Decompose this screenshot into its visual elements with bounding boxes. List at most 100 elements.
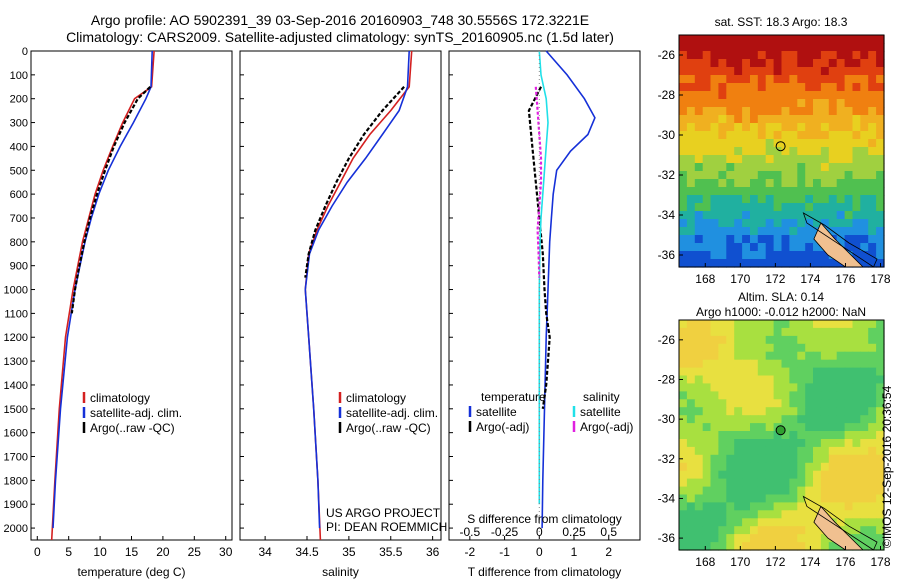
map-cell: [868, 478, 877, 488]
map-cell: [742, 51, 751, 60]
temperature-ytick-label: 1900: [4, 499, 28, 511]
map-cell: [734, 359, 743, 369]
map-cell: [742, 415, 751, 424]
map-cell: [828, 375, 838, 384]
map-cell: [773, 67, 783, 76]
map-cell: [868, 454, 877, 464]
sst_map-ytick-label: -32: [658, 168, 676, 182]
map-cell: [710, 415, 719, 424]
map-cell: [718, 359, 727, 369]
map-cell: [750, 99, 759, 108]
map-cell: [828, 171, 838, 180]
map-cell: [686, 35, 696, 44]
map-cell: [789, 51, 798, 60]
map-cell: [750, 542, 759, 551]
map-cell: [734, 147, 743, 156]
map-cell: [868, 219, 877, 228]
map-cell: [686, 470, 696, 480]
map-cell: [679, 131, 688, 140]
map-cell: [781, 107, 790, 116]
map-cell: [679, 526, 688, 535]
map-cell: [734, 179, 743, 188]
map-cell: [868, 327, 877, 337]
map-cell: [868, 187, 877, 196]
map-cell: [750, 35, 759, 44]
map-cell: [860, 115, 869, 124]
map-cell: [805, 367, 814, 377]
map-cell: [718, 75, 727, 84]
map-cell: [686, 171, 696, 180]
map-cell: [852, 43, 861, 52]
map-cell: [789, 534, 798, 543]
map-cell: [750, 59, 759, 68]
map-cell: [868, 35, 877, 44]
map-cell: [773, 243, 783, 252]
map-cell: [820, 478, 830, 488]
map-cell: [694, 203, 704, 212]
map-cell: [710, 227, 719, 236]
map-cell: [876, 478, 885, 488]
map-cell: [813, 383, 822, 392]
map-cell: [750, 147, 759, 156]
map-cell: [876, 415, 885, 424]
map-cell: [781, 219, 790, 228]
map-cell: [710, 187, 719, 196]
map-cell: [797, 259, 806, 268]
map-cell: [805, 163, 814, 172]
map-cell: [773, 83, 783, 92]
map-cell: [805, 494, 814, 503]
map-cell: [805, 446, 814, 456]
map-cell: [868, 431, 877, 440]
map-cell: [734, 391, 743, 400]
temperature-ytick-label: 1700: [4, 452, 28, 464]
map-cell: [694, 83, 704, 92]
map-cell: [820, 335, 830, 345]
argo-position-marker: [775, 141, 786, 152]
map-cell: [686, 91, 696, 100]
map-cell: [686, 335, 696, 345]
map-cell: [876, 407, 885, 416]
temperature-frame: [30, 50, 233, 541]
map-cell: [757, 211, 767, 220]
map-cell: [876, 518, 885, 527]
map-cell: [742, 43, 751, 52]
figure-subtitle: Climatology: CARS2009. Satellite-adjuste…: [66, 29, 614, 45]
map-cell: [820, 343, 830, 353]
map-cell: [742, 407, 751, 416]
map-cell: [718, 367, 727, 377]
map-cell: [844, 510, 854, 519]
map-cell: [789, 335, 798, 345]
map-cell: [789, 155, 798, 164]
map-cell: [765, 163, 775, 172]
map-cell: [757, 219, 767, 228]
map-cell: [710, 259, 719, 268]
map-cell: [750, 107, 759, 116]
difference-s-xlabel: S difference from climatology: [467, 512, 622, 526]
map-cell: [781, 510, 790, 519]
legend-entry: satellite-adj. clim.: [90, 406, 182, 420]
difference-series-salinity-satellite: [538, 50, 549, 505]
map-cell: [876, 67, 885, 76]
map-cell: [868, 179, 877, 188]
map-cell: [781, 83, 790, 92]
map-cell: [805, 235, 814, 244]
map-cell: [852, 163, 861, 172]
map-cell: [813, 195, 822, 204]
map-cell: [805, 123, 814, 132]
map-cell: [773, 195, 783, 204]
map-cell: [757, 462, 767, 472]
map-cell: [702, 227, 712, 236]
map-cell: [781, 502, 790, 511]
map-cell: [860, 171, 869, 180]
map-cell: [765, 67, 775, 76]
map-cell: [710, 431, 719, 440]
map-cell: [828, 407, 838, 416]
map-cell: [781, 171, 790, 180]
map-cell: [852, 67, 861, 76]
map-cell: [710, 75, 719, 84]
map-cell: [852, 534, 861, 543]
map-cell: [828, 195, 838, 204]
map-cell: [694, 542, 704, 551]
map-cell: [750, 327, 759, 337]
salinity-xtick-label: 36: [426, 545, 440, 559]
